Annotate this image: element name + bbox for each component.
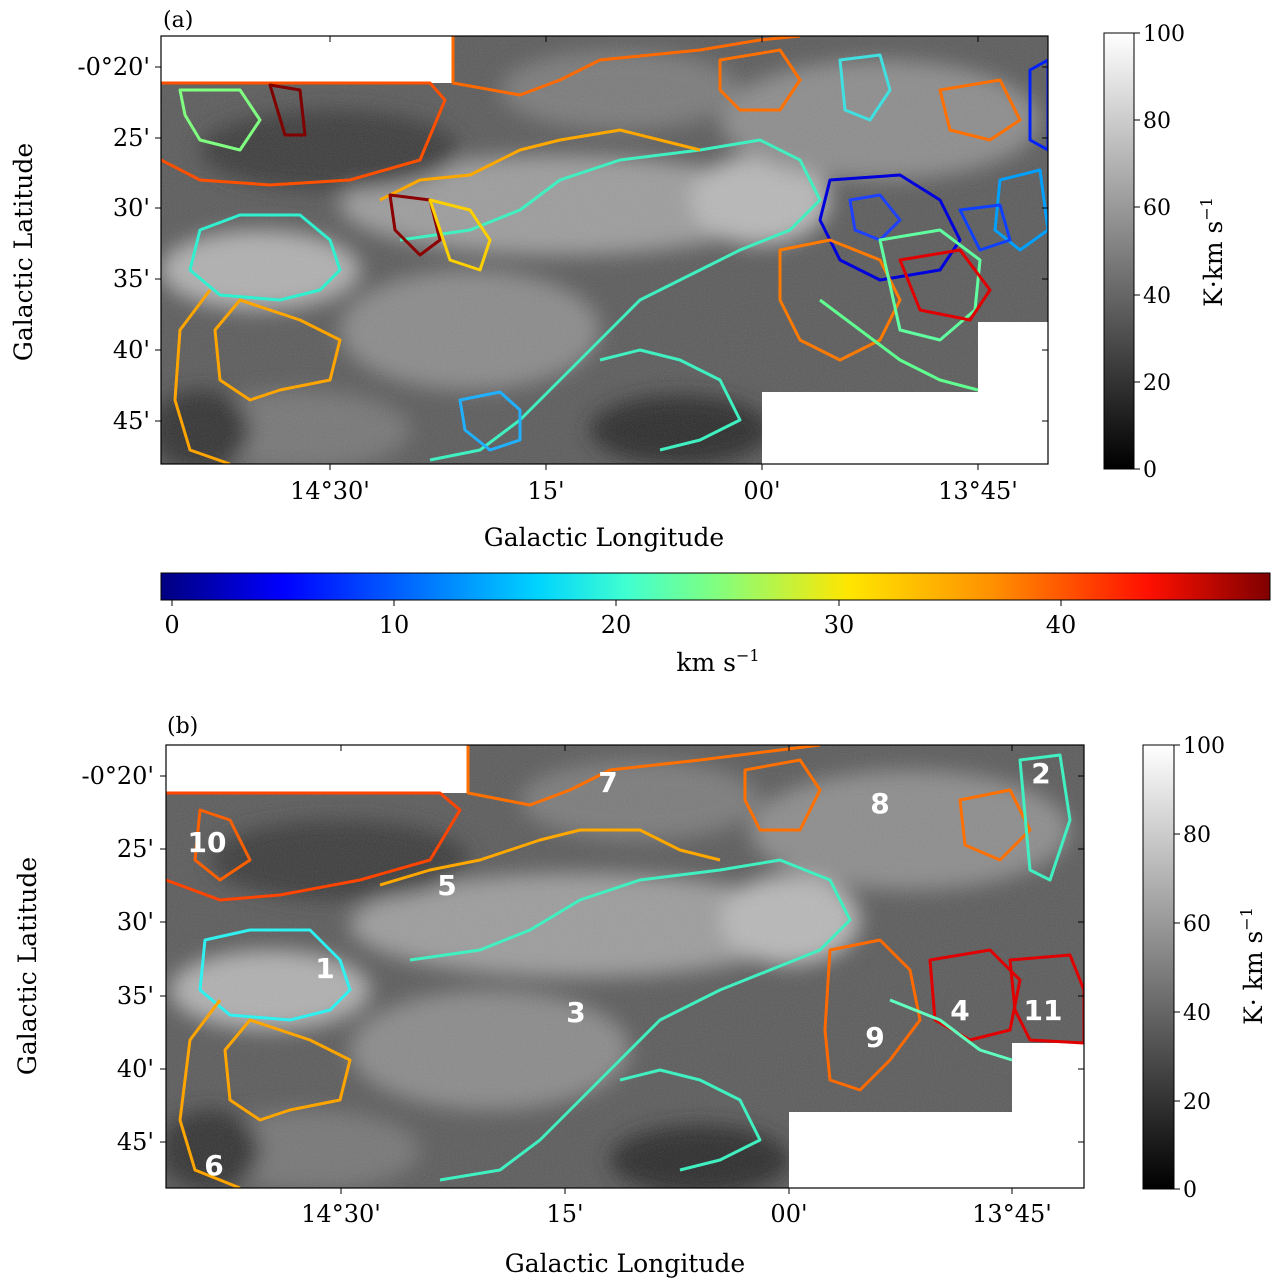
panel-a-x-axis: 14°30' 15' 00' 13°45'	[290, 36, 1018, 505]
panel-a-x-label: Galactic Longitude	[484, 523, 724, 552]
velocity-colorbar-tick: 30	[824, 611, 855, 639]
panel-b-contours	[166, 745, 1084, 1188]
region-label: 2	[1031, 757, 1050, 790]
panel-b-y-tick: 45'	[117, 1128, 154, 1156]
panel-b-colorbar-tick: 80	[1183, 823, 1211, 848]
panel-a-y-tick: 45'	[113, 407, 150, 435]
velocity-colorbar-tick: 20	[601, 611, 632, 639]
panel-b-colorbar-tick: 100	[1183, 734, 1225, 759]
region-label: 6	[204, 1149, 223, 1182]
panel-b-y-label: Galactic Latitude	[13, 857, 42, 1075]
panel-b-colorbar-label: K· km s−1	[1237, 907, 1268, 1025]
region-label: 11	[1024, 994, 1063, 1027]
panel-a-y-tick: 40'	[113, 336, 150, 364]
region-label: 8	[870, 787, 889, 820]
panel-a-y-label: Galactic Latitude	[9, 143, 38, 361]
velocity-colorbar: 0 10 20 30 40 km s−1	[160, 572, 1271, 677]
panel-a-y-tick: 35'	[113, 265, 150, 293]
region-label: 7	[598, 766, 617, 799]
velocity-colorbar-tick: 10	[379, 611, 410, 639]
panel-b-colorbar-tick: 60	[1183, 912, 1211, 937]
panel-a-colorbar-tick: 20	[1143, 371, 1171, 396]
region-label: 10	[188, 826, 227, 859]
panel-b: (b) 1 2 3 4 5 6 7 8 9 10 11 -0°20' 25' 3…	[13, 714, 1268, 1278]
panel-a-y-tick: 30'	[113, 194, 150, 222]
region-label: 4	[950, 994, 969, 1027]
panel-b-y-tick: 25'	[117, 835, 154, 863]
panel-b-y-tick: -0°20'	[81, 762, 154, 790]
panel-b-colorbar-tick: 0	[1183, 1178, 1197, 1203]
panel-b-y-tick: 35'	[117, 982, 154, 1010]
panel-a: (a) -0°20' 25' 30' 35' 40' 45' 14°30' 15…	[9, 8, 1228, 552]
panel-b-x-axis: 14°30' 15' 00' 13°45'	[301, 745, 1052, 1228]
region-label: 1	[315, 952, 334, 985]
panel-b-colorbar-tick: 40	[1183, 1001, 1211, 1026]
region-label: 3	[566, 996, 585, 1029]
panel-a-x-tick: 13°45'	[938, 477, 1018, 505]
panel-a-colorbar-tick: 0	[1143, 458, 1157, 483]
region-label: 9	[865, 1021, 884, 1054]
panel-a-y-tick: -0°20'	[77, 53, 150, 81]
panel-a-colorbar-tick: 60	[1143, 196, 1171, 221]
panel-a-x-tick: 15'	[527, 477, 564, 505]
panel-a-y-axis: -0°20' 25' 30' 35' 40' 45'	[77, 53, 1048, 435]
panel-b-y-tick: 40'	[117, 1055, 154, 1083]
panel-a-x-tick: 00'	[743, 477, 780, 505]
velocity-colorbar-tick: 0	[164, 611, 179, 639]
panel-a-colorbar: 100 80 60 40 20 0 K·km s−1	[1103, 22, 1228, 483]
panel-b-image	[166, 745, 1084, 1188]
panel-a-colorbar-tick: 80	[1143, 109, 1171, 134]
panel-a-x-tick: 14°30'	[290, 477, 370, 505]
panel-b-y-axis: -0°20' 25' 30' 35' 40' 45'	[81, 762, 1084, 1156]
panel-a-colorbar-tick: 100	[1143, 22, 1185, 47]
region-label: 5	[437, 869, 456, 902]
panel-a-colorbar-label: K·km s−1	[1197, 197, 1228, 307]
panel-b-x-tick: 15'	[546, 1200, 583, 1228]
panel-a-contours	[161, 36, 1048, 464]
panel-a-frame	[160, 35, 1049, 465]
panel-a-y-tick: 25'	[113, 124, 150, 152]
panel-b-region-labels: 1 2 3 4 5 6 7 8 9 10 11	[188, 757, 1063, 1182]
panel-b-frame	[165, 744, 1085, 1189]
velocity-colorbar-label: km s−1	[676, 646, 759, 677]
panel-a-colorbar-tick: 40	[1143, 284, 1171, 309]
panel-b-colorbar: 100 80 60 40 20 0 K· km s−1	[1142, 734, 1268, 1203]
panel-b-x-tick: 00'	[770, 1200, 807, 1228]
panel-b-colorbar-tick: 20	[1183, 1090, 1211, 1115]
velocity-colorbar-tick: 40	[1046, 611, 1077, 639]
panel-b-y-tick: 30'	[117, 908, 154, 936]
panel-b-x-label: Galactic Longitude	[505, 1249, 745, 1278]
panel-a-image	[161, 36, 1048, 464]
panel-b-x-tick: 14°30'	[301, 1200, 381, 1228]
panel-a-label: (a)	[163, 8, 193, 33]
panel-b-label: (b)	[167, 714, 198, 739]
panel-b-x-tick: 13°45'	[972, 1200, 1052, 1228]
